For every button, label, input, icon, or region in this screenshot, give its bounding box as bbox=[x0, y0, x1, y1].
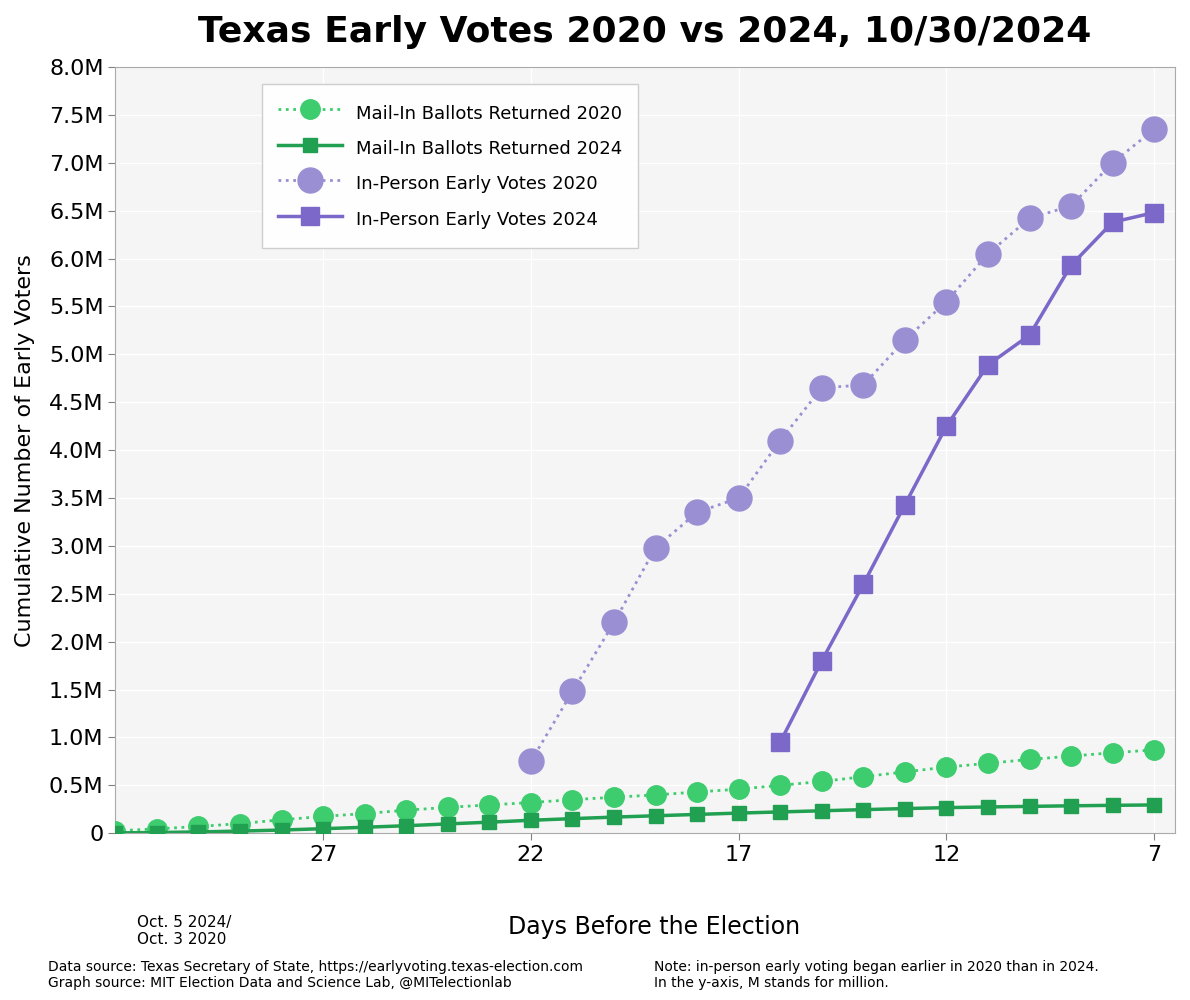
Mail-In Ballots Returned 2024 bbox=[1064, 800, 1078, 812]
Mail-In Ballots Returned 2020 bbox=[357, 808, 371, 820]
Mail-In Ballots Returned 2020 bbox=[1064, 750, 1078, 762]
Mail-In Ballots Returned 2020 bbox=[1147, 744, 1161, 756]
In-Person Early Votes 2020 bbox=[1106, 157, 1120, 169]
In-Person Early Votes 2020 bbox=[1147, 123, 1161, 135]
Mail-In Ballots Returned 2024 bbox=[565, 813, 580, 825]
In-Person Early Votes 2024 bbox=[1106, 216, 1120, 228]
Mail-In Ballots Returned 2024 bbox=[317, 823, 331, 835]
Text: Days Before the Election: Days Before the Election bbox=[508, 915, 801, 939]
In-Person Early Votes 2020 bbox=[565, 685, 580, 697]
Mail-In Ballots Returned 2020 bbox=[524, 797, 538, 809]
In-Person Early Votes 2024 bbox=[1147, 207, 1161, 219]
In-Person Early Votes 2024 bbox=[981, 359, 995, 371]
Mail-In Ballots Returned 2024 bbox=[1106, 799, 1120, 811]
In-Person Early Votes 2020 bbox=[815, 382, 829, 394]
Mail-In Ballots Returned 2020 bbox=[275, 814, 289, 826]
In-Person Early Votes 2020 bbox=[607, 616, 621, 628]
Line: In-Person Early Votes 2024: In-Person Early Votes 2024 bbox=[771, 204, 1164, 751]
Mail-In Ballots Returned 2024 bbox=[233, 825, 248, 837]
In-Person Early Votes 2020 bbox=[1022, 212, 1036, 224]
In-Person Early Votes 2020 bbox=[649, 542, 663, 554]
Mail-In Ballots Returned 2020 bbox=[317, 810, 331, 822]
Mail-In Ballots Returned 2020 bbox=[150, 823, 164, 835]
Mail-In Ballots Returned 2020 bbox=[981, 757, 995, 769]
Mail-In Ballots Returned 2024 bbox=[732, 807, 746, 819]
Mail-In Ballots Returned 2020 bbox=[856, 771, 870, 783]
Mail-In Ballots Returned 2020 bbox=[690, 786, 704, 798]
Line: Mail-In Ballots Returned 2024: Mail-In Ballots Returned 2024 bbox=[108, 798, 1161, 840]
Y-axis label: Cumulative Number of Early Voters: Cumulative Number of Early Voters bbox=[15, 254, 35, 647]
Mail-In Ballots Returned 2020 bbox=[399, 804, 413, 816]
In-Person Early Votes 2020 bbox=[1064, 200, 1078, 212]
Mail-In Ballots Returned 2024 bbox=[482, 816, 496, 828]
In-Person Early Votes 2024 bbox=[939, 420, 953, 432]
In-Person Early Votes 2024 bbox=[1022, 329, 1036, 341]
Mail-In Ballots Returned 2024 bbox=[357, 821, 371, 833]
Mail-In Ballots Returned 2024 bbox=[1147, 799, 1161, 811]
Text: Data source: Texas Secretary of State, https://earlyvoting.texas-election.com
Gr: Data source: Texas Secretary of State, h… bbox=[48, 960, 583, 990]
Mail-In Ballots Returned 2024 bbox=[108, 827, 123, 839]
Mail-In Ballots Returned 2024 bbox=[856, 804, 870, 816]
Mail-In Ballots Returned 2024 bbox=[815, 805, 829, 817]
In-Person Early Votes 2020 bbox=[981, 248, 995, 260]
In-Person Early Votes 2024 bbox=[897, 499, 912, 511]
Mail-In Ballots Returned 2024 bbox=[690, 808, 704, 820]
Mail-In Ballots Returned 2024 bbox=[150, 827, 164, 839]
Title: Texas Early Votes 2020 vs 2024, 10/30/2024: Texas Early Votes 2020 vs 2024, 10/30/20… bbox=[199, 15, 1092, 49]
Mail-In Ballots Returned 2024 bbox=[524, 814, 538, 826]
Mail-In Ballots Returned 2024 bbox=[649, 810, 663, 822]
Mail-In Ballots Returned 2024 bbox=[939, 802, 953, 814]
Mail-In Ballots Returned 2024 bbox=[774, 806, 788, 818]
Mail-In Ballots Returned 2020 bbox=[482, 799, 496, 811]
In-Person Early Votes 2020 bbox=[939, 296, 953, 308]
Mail-In Ballots Returned 2020 bbox=[1022, 753, 1036, 765]
Mail-In Ballots Returned 2024 bbox=[192, 826, 206, 838]
Mail-In Ballots Returned 2020 bbox=[897, 766, 912, 778]
Mail-In Ballots Returned 2020 bbox=[939, 761, 953, 773]
In-Person Early Votes 2020 bbox=[524, 755, 538, 767]
In-Person Early Votes 2020 bbox=[690, 506, 704, 518]
Mail-In Ballots Returned 2020 bbox=[565, 794, 580, 806]
Mail-In Ballots Returned 2020 bbox=[1106, 747, 1120, 759]
Legend: Mail-In Ballots Returned 2020, Mail-In Ballots Returned 2024, In-Person Early Vo: Mail-In Ballots Returned 2020, Mail-In B… bbox=[262, 84, 639, 248]
In-Person Early Votes 2024 bbox=[856, 578, 870, 590]
Mail-In Ballots Returned 2020 bbox=[649, 789, 663, 801]
Mail-In Ballots Returned 2024 bbox=[275, 824, 289, 836]
Mail-In Ballots Returned 2020 bbox=[440, 801, 455, 813]
Line: In-Person Early Votes 2020: In-Person Early Votes 2020 bbox=[519, 117, 1166, 774]
Line: Mail-In Ballots Returned 2020: Mail-In Ballots Returned 2020 bbox=[106, 740, 1164, 841]
Mail-In Ballots Returned 2020 bbox=[607, 791, 621, 803]
In-Person Early Votes 2024 bbox=[815, 655, 829, 667]
Mail-In Ballots Returned 2020 bbox=[774, 779, 788, 791]
Mail-In Ballots Returned 2024 bbox=[607, 811, 621, 823]
Mail-In Ballots Returned 2024 bbox=[399, 820, 413, 832]
Mail-In Ballots Returned 2020 bbox=[108, 825, 123, 837]
In-Person Early Votes 2020 bbox=[856, 379, 870, 391]
Mail-In Ballots Returned 2020 bbox=[815, 775, 829, 787]
Mail-In Ballots Returned 2024 bbox=[1022, 800, 1036, 812]
In-Person Early Votes 2020 bbox=[732, 492, 746, 504]
Mail-In Ballots Returned 2024 bbox=[981, 801, 995, 813]
In-Person Early Votes 2024 bbox=[1064, 259, 1078, 271]
In-Person Early Votes 2020 bbox=[774, 435, 788, 447]
Mail-In Ballots Returned 2020 bbox=[233, 818, 248, 830]
Text: Oct. 5 2024/
Oct. 3 2020: Oct. 5 2024/ Oct. 3 2020 bbox=[137, 915, 231, 947]
Mail-In Ballots Returned 2024 bbox=[440, 818, 455, 830]
Text: Note: in-person early voting began earlier in 2020 than in 2024.
In the y-axis, : Note: in-person early voting began earli… bbox=[654, 960, 1100, 990]
Mail-In Ballots Returned 2024 bbox=[897, 803, 912, 815]
Mail-In Ballots Returned 2020 bbox=[732, 783, 746, 795]
In-Person Early Votes 2020 bbox=[897, 334, 912, 346]
In-Person Early Votes 2024 bbox=[774, 736, 788, 748]
Mail-In Ballots Returned 2020 bbox=[192, 820, 206, 832]
